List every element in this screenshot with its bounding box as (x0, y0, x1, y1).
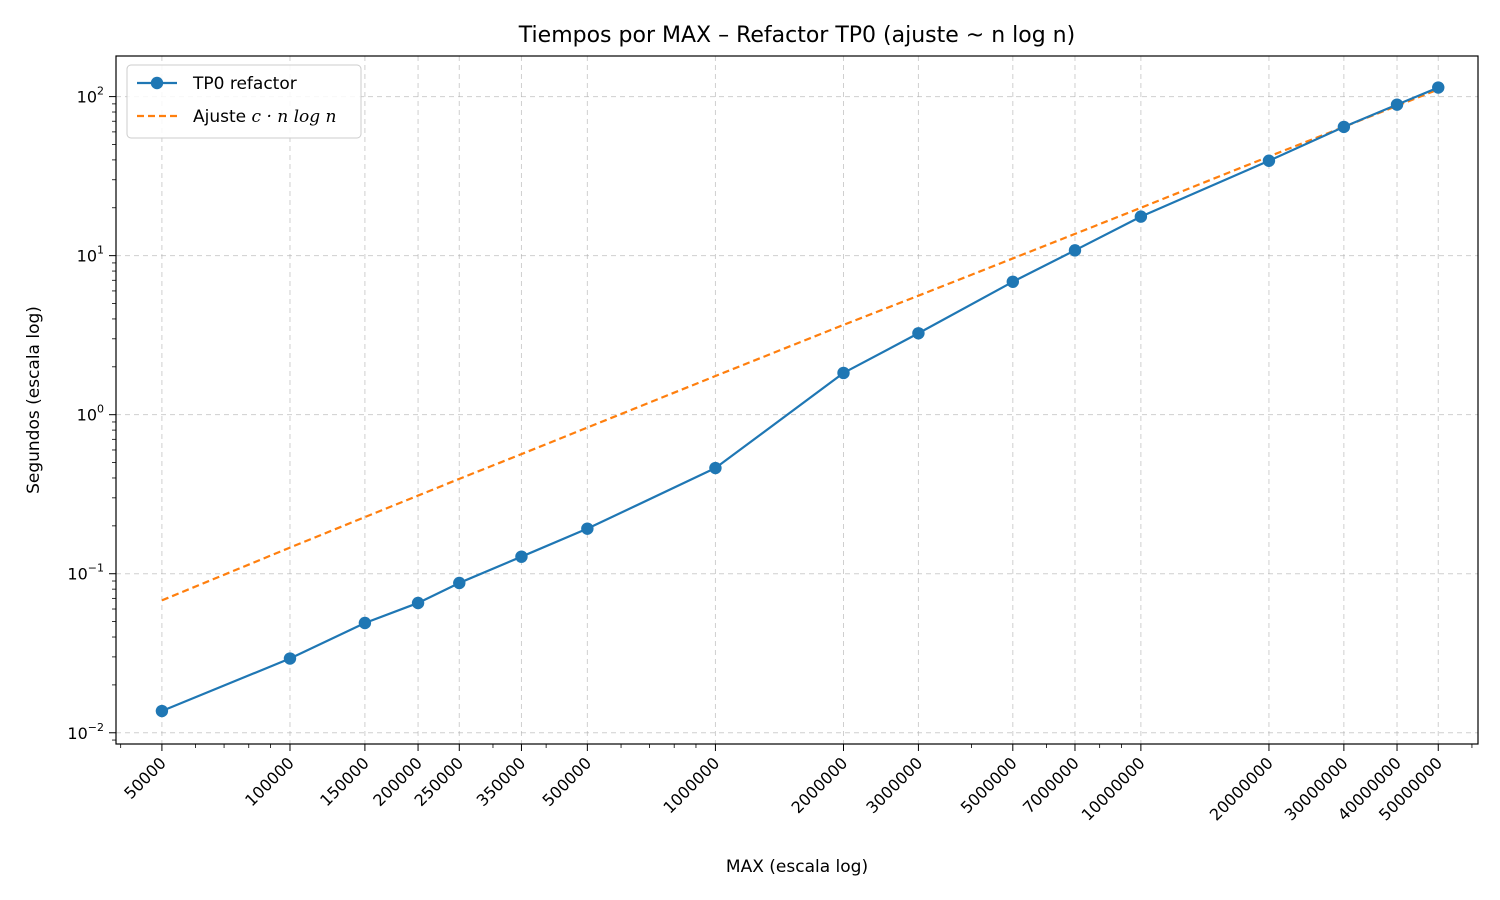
x-tick-label: 50000 (120, 753, 169, 802)
data-point (453, 576, 466, 590)
y-tick-label: 102 (77, 85, 104, 107)
data-point (912, 327, 925, 340)
y-tick-label: 100 (77, 403, 104, 425)
data-point (1432, 81, 1445, 94)
x-tick-label: 5000000 (957, 753, 1021, 817)
data-point (1006, 275, 1020, 288)
x-tick-label: 3000000 (862, 753, 926, 817)
legend-box (126, 64, 362, 139)
x-tick-label: 350000 (473, 753, 530, 810)
x-tick-label: 150000 (316, 753, 373, 810)
data-point (283, 652, 297, 665)
x-tick-label: 10000000 (1078, 753, 1149, 824)
data-point (1068, 244, 1082, 257)
data-point (1390, 98, 1404, 111)
data-point (1134, 210, 1148, 223)
data-point (411, 596, 425, 610)
series-line-ajuste (161, 88, 1439, 602)
data-point (358, 616, 372, 630)
legend: TP0 refactor Ajuste c · n log n (126, 64, 362, 139)
x-tick-label: 20000000 (1206, 753, 1277, 824)
data-point (1262, 154, 1276, 167)
data-point (581, 522, 594, 535)
series-line-tp0-refactor (161, 86, 1439, 713)
y-tick-label: 101 (77, 244, 104, 266)
series-layer (155, 81, 1445, 718)
data-point (1337, 120, 1351, 134)
data-point (709, 461, 722, 475)
legend-marker-tp0-refactor (150, 76, 164, 90)
y-axis-label: Segundos (escala log) (24, 306, 44, 494)
data-point (155, 704, 169, 718)
x-tick-label: 500000 (539, 753, 596, 810)
legend-label-tp0-refactor: TP0 refactor (192, 74, 297, 94)
x-tick-label: 2000000 (788, 753, 852, 817)
legend-label-ajuste: Ajuste c · n log n (193, 107, 337, 127)
data-point (515, 550, 528, 563)
x-tick-label: 7000000 (1019, 753, 1083, 817)
x-tick-label: 1000000 (659, 753, 723, 817)
y-tick-label: 10−2 (67, 721, 104, 743)
y-tick-label: 10−1 (67, 562, 104, 584)
x-tick-label: 100000 (241, 753, 298, 810)
data-point (837, 366, 850, 380)
plot-frame (115, 55, 1479, 745)
chart-title: Tiempos por MAX – Refactor TP0 (ajuste ~… (518, 23, 1075, 48)
x-axis-label: MAX (escala log) (726, 857, 868, 877)
